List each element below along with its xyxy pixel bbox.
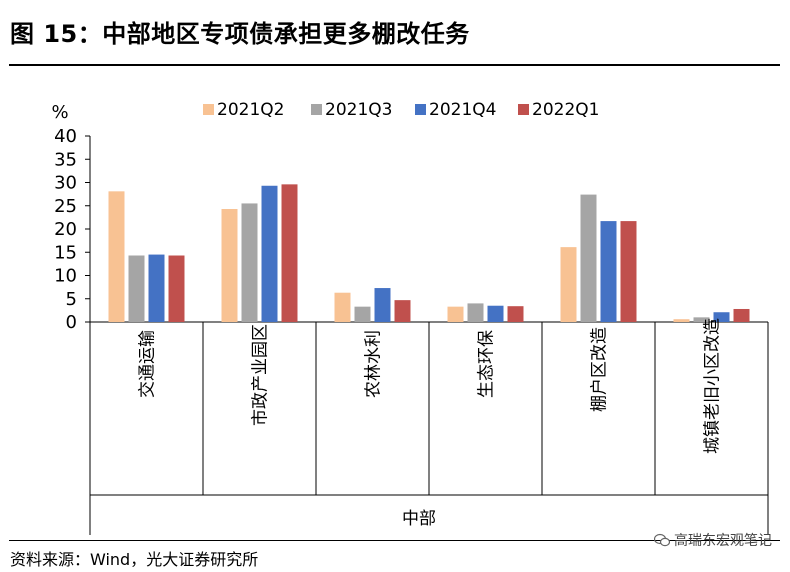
- y-tick-label: 0: [66, 312, 77, 333]
- bar-2022Q1-0: [168, 255, 185, 322]
- category-label: 交通运输: [138, 330, 158, 398]
- bar-2021Q4-2: [374, 288, 391, 322]
- legend-swatch: [518, 104, 529, 115]
- legend-label: 2021Q4: [429, 100, 496, 120]
- category-label: 农林水利: [364, 330, 384, 398]
- wechat-icon: [654, 533, 670, 547]
- y-tick-label: 15: [54, 242, 77, 263]
- bar-2021Q4-5: [713, 312, 730, 322]
- figure-title: 图 15：中部地区专项债承担更多棚改任务: [10, 20, 470, 48]
- y-tick-label: 20: [54, 219, 77, 240]
- bar-2021Q3-5: [693, 317, 710, 322]
- bar-2021Q3-3: [467, 303, 484, 322]
- y-tick-label: 40: [54, 126, 77, 147]
- bar-2022Q1-5: [733, 308, 750, 322]
- watermark-text: 高瑞东宏观笔记: [674, 533, 772, 549]
- y-tick-label: 10: [54, 266, 77, 287]
- bar-2021Q2-5: [673, 319, 690, 322]
- y-tick-label: 5: [66, 289, 77, 310]
- y-tick-label: 25: [54, 196, 77, 217]
- bar-2021Q3-1: [241, 203, 258, 322]
- category-label: 市政产业园区: [251, 324, 271, 426]
- category-label: 棚户区改造: [590, 327, 610, 412]
- bar-2021Q2-2: [334, 292, 351, 322]
- source-note: 资料来源：Wind，光大证券研究所: [10, 550, 259, 569]
- title-divider: [9, 64, 780, 66]
- bar-2021Q3-2: [354, 306, 371, 322]
- bar-2021Q3-0: [128, 255, 145, 322]
- bar-2022Q1-4: [620, 221, 637, 322]
- y-tick-label: 35: [54, 149, 77, 170]
- bar-2021Q2-0: [108, 191, 125, 322]
- bar-2021Q4-1: [261, 185, 278, 322]
- legend-label: 2021Q2: [217, 100, 284, 120]
- bar-2021Q4-3: [487, 305, 504, 322]
- bar-2022Q1-2: [394, 300, 411, 322]
- legend-label: 2021Q3: [325, 100, 392, 120]
- bar-2021Q2-3: [447, 306, 464, 322]
- footer-divider: [9, 540, 780, 541]
- watermark: 高瑞东宏观笔记: [654, 530, 772, 550]
- bar-2022Q1-3: [507, 306, 524, 322]
- bar-2021Q4-4: [600, 221, 617, 322]
- legend-swatch: [311, 104, 322, 115]
- y-tick-label: 30: [54, 173, 77, 194]
- legend-label: 2022Q1: [532, 100, 599, 120]
- bar-2022Q1-1: [281, 184, 298, 322]
- legend-swatch: [415, 104, 426, 115]
- bar-2021Q2-4: [560, 247, 577, 322]
- category-label: 生态环保: [477, 330, 497, 398]
- category-label: 城镇老旧小区改造: [703, 318, 723, 454]
- legend-swatch: [203, 104, 214, 115]
- bar-2021Q4-0: [148, 254, 165, 322]
- y-unit-label: %: [51, 102, 68, 123]
- bar-2021Q2-1: [221, 209, 238, 322]
- group-label: 中部: [402, 509, 436, 529]
- bar-2021Q3-4: [580, 194, 597, 322]
